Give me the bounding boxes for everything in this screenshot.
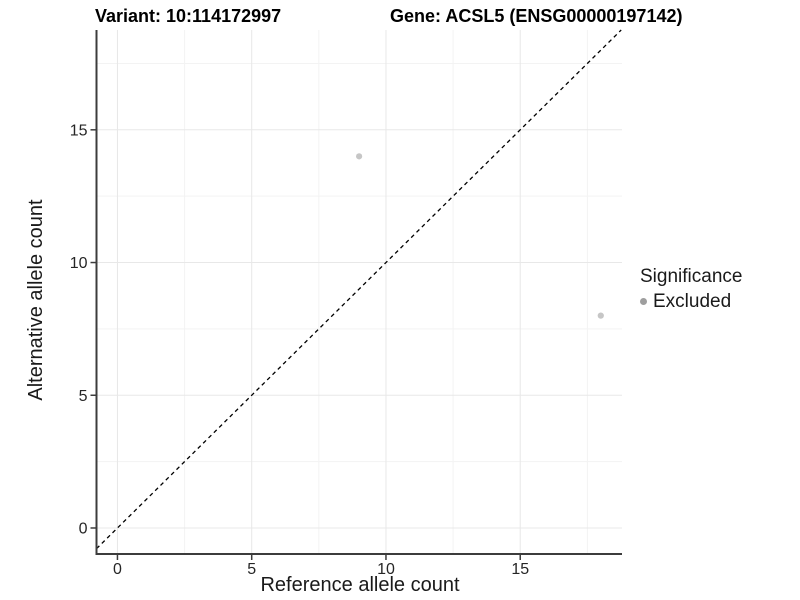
legend-key-dot-icon xyxy=(640,298,647,305)
y-tick-label: 15 xyxy=(70,122,88,139)
legend-item-excluded: Excluded xyxy=(640,291,742,312)
y-tick-label: 0 xyxy=(79,520,88,537)
y-tick-label: 5 xyxy=(79,388,88,405)
variant-title: Variant: 10:114172997 xyxy=(95,6,282,26)
data-point xyxy=(356,153,363,160)
x-tick-label: 10 xyxy=(377,561,395,578)
x-tick-label: 15 xyxy=(511,561,529,578)
data-point xyxy=(597,312,604,319)
x-tick-label: 5 xyxy=(247,561,256,578)
y-axis-label: Alternative allele count xyxy=(25,199,47,401)
y-tick-label: 10 xyxy=(70,255,88,272)
legend: Significance Excluded xyxy=(640,266,742,312)
gene-title: Gene: ACSL5 (ENSG00000197142) xyxy=(390,6,683,26)
x-axis-label: Reference allele count xyxy=(260,574,460,596)
legend-title: Significance xyxy=(640,266,743,287)
identity-line xyxy=(96,29,622,550)
x-tick-label: 0 xyxy=(113,561,122,578)
legend-item-label: Excluded xyxy=(653,291,732,312)
